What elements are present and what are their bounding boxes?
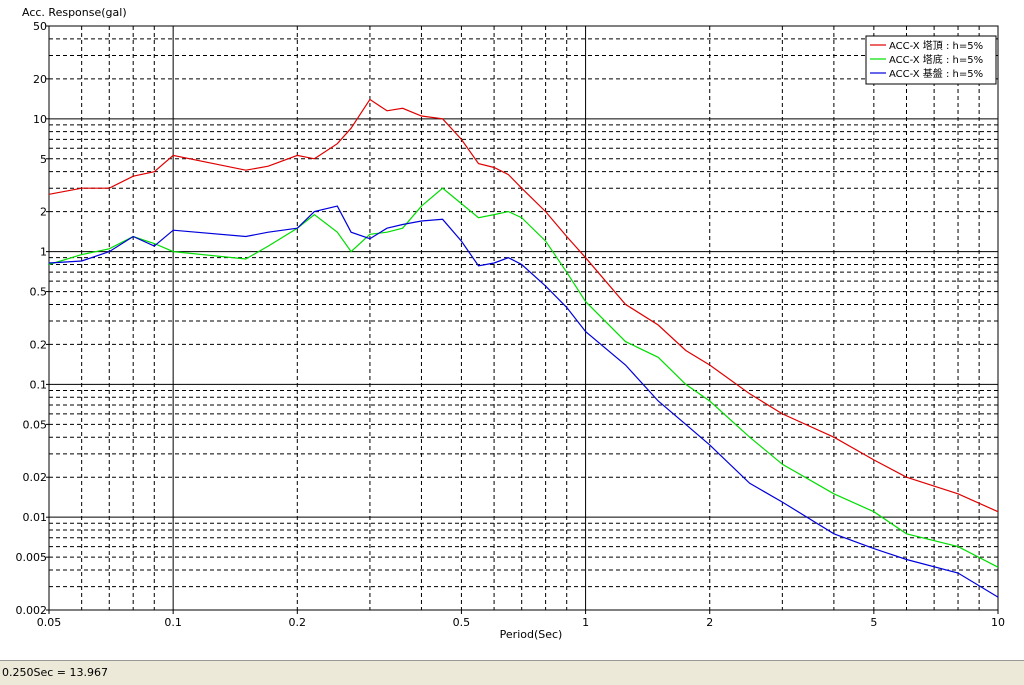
y-tick-label: 0.005 — [16, 551, 48, 564]
y-tick-label: 1 — [40, 246, 47, 259]
y-tick-label: 20 — [33, 73, 47, 86]
series-line — [48, 187, 999, 568]
legend-box — [865, 35, 997, 85]
y-tick-label: 0.01 — [23, 511, 48, 524]
x-tick-label: 0.2 — [289, 616, 307, 629]
y-axis-label: Acc. Response(gal) — [22, 6, 127, 19]
series-line — [48, 98, 999, 513]
legend-label: ACC-X 基盤 : h=5% — [889, 67, 983, 80]
background — [0, 0, 1024, 660]
y-tick-label: 0.05 — [23, 418, 48, 431]
x-tick-label: 1 — [582, 616, 589, 629]
x-tick-label: 0.5 — [453, 616, 471, 629]
legend-label: ACC-X 塔底 : h=5% — [889, 53, 983, 66]
x-tick-label: 5 — [870, 616, 877, 629]
y-tick-label: 2 — [40, 206, 47, 219]
x-tick-label: 10 — [991, 616, 1005, 629]
x-tick-label: 2 — [706, 616, 713, 629]
y-tick-label: 50 — [33, 20, 47, 33]
x-tick-label: 0.1 — [164, 616, 182, 629]
y-tick-label: 0.1 — [30, 378, 48, 391]
chart: Acc. Response(gal) Period(Sec) 0.05 0.1 0.… — [0, 0, 1024, 660]
status-bar: 0.250Sec = 13.967 — [0, 660, 1024, 685]
y-tick-label: 0.02 — [23, 471, 48, 484]
legend-label: ACC-X 塔頂 : h=5% — [889, 39, 983, 52]
y-tick-label: 5 — [40, 153, 47, 166]
x-tick-label: 0.05 — [37, 616, 62, 629]
y-tick-label: 0.5 — [30, 286, 48, 299]
plot-frame — [48, 25, 999, 611]
y-tick-label: 0.002 — [16, 604, 48, 617]
y-tick-label: 10 — [33, 113, 47, 126]
series-line — [48, 205, 999, 598]
y-tick-label: 0.2 — [30, 338, 48, 351]
x-axis-label: Period(Sec) — [500, 628, 563, 641]
